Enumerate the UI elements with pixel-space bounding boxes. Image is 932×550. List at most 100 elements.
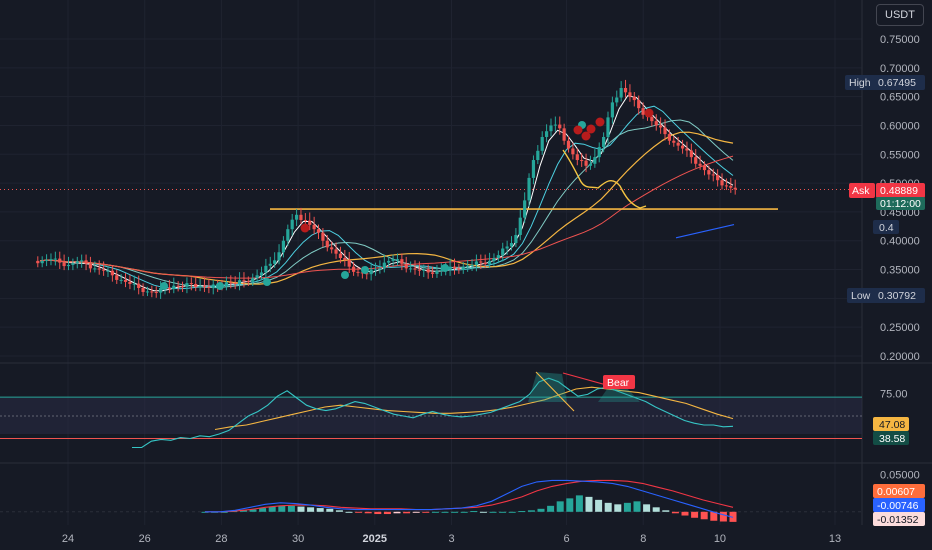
price-tick-label: 0.40000 bbox=[880, 236, 920, 248]
macd-histogram-bar bbox=[691, 511, 699, 518]
rsi-level-tag: 47.08 bbox=[879, 419, 905, 431]
time-tick-label: 28 bbox=[215, 533, 227, 545]
macd-histogram-bar bbox=[268, 506, 276, 512]
macd-histogram-bar bbox=[412, 511, 420, 513]
panel-dividers bbox=[0, 362, 932, 464]
candle-body bbox=[628, 92, 632, 97]
rsi-line bbox=[132, 377, 734, 449]
rsi-signal-line bbox=[214, 386, 734, 431]
candle-body bbox=[378, 268, 382, 270]
candle-body bbox=[584, 160, 588, 166]
candle-body bbox=[294, 214, 299, 220]
candle-body bbox=[523, 200, 527, 218]
candle-body bbox=[343, 258, 347, 261]
candle-body bbox=[417, 269, 422, 271]
rsi-tick-label: 75.00 bbox=[880, 389, 908, 401]
ask-tag-label: Ask bbox=[852, 185, 870, 197]
candle-body bbox=[430, 272, 435, 274]
candle-body bbox=[716, 175, 720, 181]
macd-histogram-bar bbox=[287, 505, 295, 512]
price-tick-label: 0.35000 bbox=[880, 265, 920, 277]
candle-body bbox=[566, 140, 571, 149]
candle-body bbox=[71, 263, 75, 265]
candle-body bbox=[264, 265, 268, 273]
macd-histogram-bar bbox=[364, 511, 372, 514]
low-tag: Low 0.30792 bbox=[847, 288, 925, 303]
time-tick-label: 3 bbox=[448, 533, 454, 545]
candle-body bbox=[720, 180, 724, 186]
candle-body bbox=[733, 187, 737, 190]
candle-body bbox=[351, 266, 356, 272]
candle-body bbox=[553, 124, 557, 126]
ask-tag: Ask 0.48889 01:12:00 bbox=[849, 183, 925, 210]
candle-body bbox=[286, 229, 290, 241]
currency-selector-button[interactable]: USDT bbox=[876, 4, 924, 26]
candle-body bbox=[242, 280, 246, 282]
candle-body bbox=[426, 269, 430, 273]
candle-body bbox=[44, 260, 49, 262]
candle-body bbox=[610, 102, 614, 118]
candle-body bbox=[330, 247, 334, 250]
candle-body bbox=[268, 263, 272, 266]
candle-body bbox=[518, 217, 522, 235]
candle-body bbox=[141, 287, 145, 293]
candle-body bbox=[281, 240, 286, 253]
candle-body bbox=[663, 127, 667, 135]
low-tag-value: 0.30792 bbox=[878, 290, 916, 302]
candle-body bbox=[536, 150, 540, 161]
candle-body bbox=[707, 170, 711, 175]
candle-body bbox=[659, 125, 663, 128]
candle-body bbox=[602, 136, 606, 148]
candle-body bbox=[685, 148, 689, 151]
candle-body bbox=[356, 271, 360, 273]
candle-body bbox=[211, 284, 215, 288]
rsi-band bbox=[0, 397, 862, 434]
candle-body bbox=[303, 219, 307, 221]
macd-histogram-bar bbox=[643, 504, 651, 512]
candle-body bbox=[255, 275, 259, 279]
high-tag: High 0.67495 bbox=[845, 75, 925, 90]
sell-signal-marker bbox=[581, 131, 591, 141]
bear-tag: Bear bbox=[603, 375, 635, 389]
candle-body bbox=[492, 258, 496, 261]
candle-body bbox=[672, 140, 676, 143]
candle-body bbox=[347, 260, 351, 267]
trend-line[interactable] bbox=[675, 224, 735, 239]
candle-body bbox=[544, 131, 549, 137]
candle-body bbox=[299, 214, 303, 220]
freehand-drawing[interactable] bbox=[562, 149, 647, 209]
high-tag-label: High bbox=[849, 77, 871, 89]
macd-histogram-bar bbox=[719, 511, 727, 522]
sell-signal-marker bbox=[595, 117, 605, 127]
candle-body bbox=[632, 96, 636, 101]
candle-body bbox=[75, 261, 79, 264]
candle-body bbox=[702, 165, 707, 171]
candle-body bbox=[562, 128, 566, 141]
candle-body bbox=[115, 275, 119, 280]
macd-histogram-bar bbox=[499, 511, 507, 513]
macd-histogram-bar bbox=[604, 502, 612, 512]
candle-body bbox=[689, 150, 693, 158]
macd-histogram-bar bbox=[374, 511, 382, 515]
candle-body bbox=[290, 219, 294, 230]
macd-histogram-bar bbox=[451, 511, 459, 513]
candle-body bbox=[159, 287, 163, 293]
candle-body bbox=[229, 282, 233, 284]
macd-histogram-bar bbox=[335, 510, 343, 512]
candle-body bbox=[128, 281, 132, 284]
macd-histogram-bar bbox=[623, 502, 631, 512]
candle-body bbox=[448, 266, 452, 270]
candle-body bbox=[391, 259, 395, 261]
macd-histogram-bar bbox=[393, 511, 401, 514]
countdown-tag: 01:12:00 bbox=[880, 198, 921, 210]
line-value-text: 0.4 bbox=[879, 222, 894, 234]
candle-body bbox=[461, 266, 465, 270]
candle-body bbox=[49, 259, 53, 261]
overbought-fill bbox=[598, 385, 640, 402]
macd-tags: 0.00607 -0.00746 -0.01352 bbox=[873, 484, 925, 526]
sell-signal-marker bbox=[586, 124, 596, 134]
candle-body bbox=[132, 283, 136, 285]
candle-body bbox=[338, 253, 343, 259]
buy-signal-marker bbox=[263, 278, 271, 286]
